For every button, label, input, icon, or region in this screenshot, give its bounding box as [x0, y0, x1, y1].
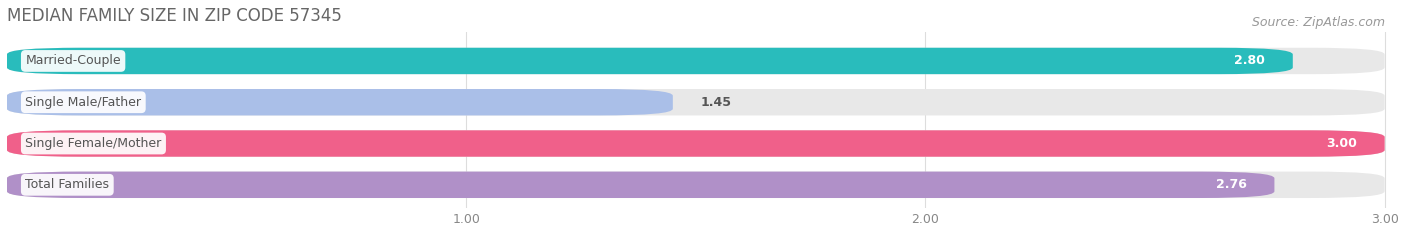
- Text: Single Male/Father: Single Male/Father: [25, 96, 142, 109]
- FancyBboxPatch shape: [7, 130, 1385, 157]
- Text: Married-Couple: Married-Couple: [25, 55, 121, 67]
- Text: 3.00: 3.00: [1326, 137, 1357, 150]
- FancyBboxPatch shape: [7, 130, 1385, 157]
- Text: Single Female/Mother: Single Female/Mother: [25, 137, 162, 150]
- FancyBboxPatch shape: [7, 48, 1385, 74]
- Text: 1.45: 1.45: [700, 96, 731, 109]
- Text: Source: ZipAtlas.com: Source: ZipAtlas.com: [1251, 16, 1385, 29]
- FancyBboxPatch shape: [7, 89, 673, 115]
- Text: 2.80: 2.80: [1234, 55, 1265, 67]
- Text: MEDIAN FAMILY SIZE IN ZIP CODE 57345: MEDIAN FAMILY SIZE IN ZIP CODE 57345: [7, 7, 342, 25]
- Text: 2.76: 2.76: [1216, 178, 1247, 191]
- Text: Total Families: Total Families: [25, 178, 110, 191]
- FancyBboxPatch shape: [7, 89, 1385, 115]
- FancyBboxPatch shape: [7, 171, 1385, 198]
- FancyBboxPatch shape: [7, 48, 1292, 74]
- FancyBboxPatch shape: [7, 171, 1274, 198]
